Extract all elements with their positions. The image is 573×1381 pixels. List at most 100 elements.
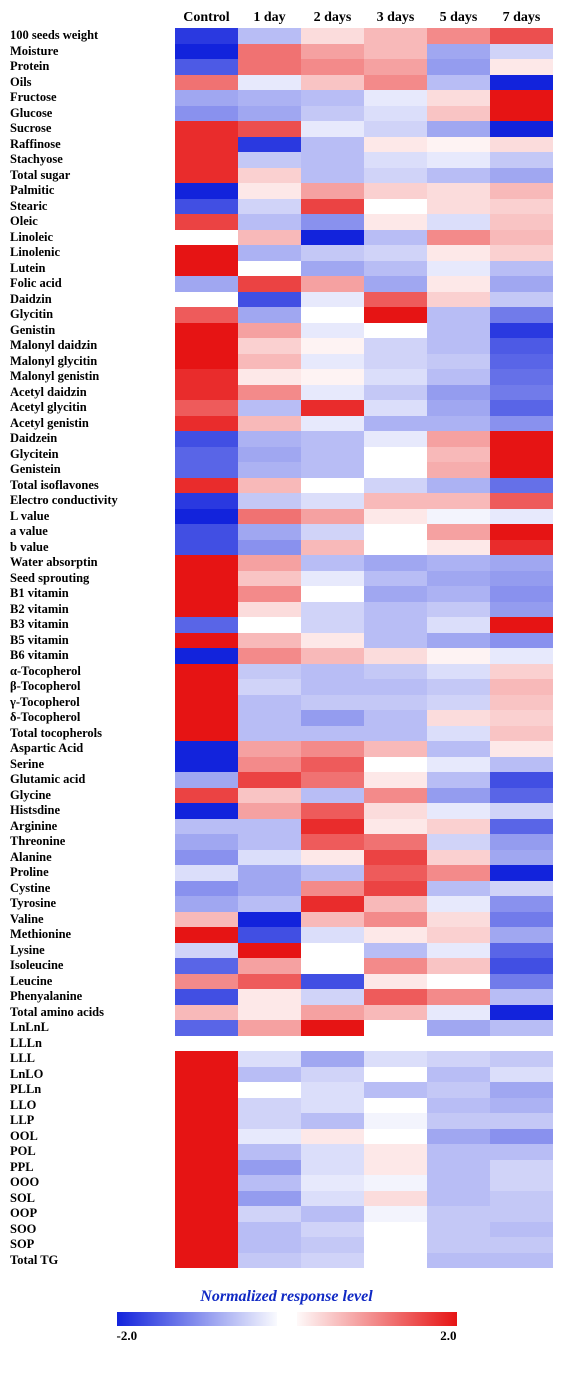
heatmap-cell (364, 276, 427, 292)
heatmap-cell (238, 695, 301, 711)
heatmap-cell (427, 354, 490, 370)
heatmap-cell (238, 1175, 301, 1191)
heatmap-row: LnLO (10, 1067, 563, 1083)
row-label: Arginine (10, 819, 175, 835)
heatmap-cell (364, 881, 427, 897)
heatmap-cell (175, 803, 238, 819)
heatmap-cell (364, 230, 427, 246)
row-label: Glucose (10, 106, 175, 122)
heatmap-cell (364, 1206, 427, 1222)
heatmap-cell (490, 369, 553, 385)
heatmap-cell (175, 168, 238, 184)
heatmap-cell (490, 431, 553, 447)
heatmap-cell (238, 478, 301, 494)
column-header: 1 day (238, 10, 301, 26)
heatmap-cell (364, 1144, 427, 1160)
heatmap-cell (301, 726, 364, 742)
heatmap-cell (301, 261, 364, 277)
heatmap-row: SOO (10, 1222, 563, 1238)
heatmap-cell (238, 369, 301, 385)
heatmap-cell (301, 59, 364, 75)
heatmap-cell (364, 354, 427, 370)
heatmap-cell (427, 679, 490, 695)
heatmap-row: Total amino acids (10, 1005, 563, 1021)
heatmap-row: Seed sprouting (10, 571, 563, 587)
heatmap-cell (175, 741, 238, 757)
heatmap-row: Lysine (10, 943, 563, 959)
heatmap-row: Stearic (10, 199, 563, 215)
heatmap-cell (364, 292, 427, 308)
heatmap-cell (490, 276, 553, 292)
row-label: Stearic (10, 199, 175, 215)
heatmap-cell (175, 59, 238, 75)
heatmap-row: L value (10, 509, 563, 525)
heatmap-cell (238, 741, 301, 757)
heatmap-cell (490, 1082, 553, 1098)
heatmap-row: Genistin (10, 323, 563, 339)
heatmap-cell (364, 75, 427, 91)
heatmap-cell (490, 307, 553, 323)
heatmap-cell (301, 1005, 364, 1021)
heatmap-cell (238, 819, 301, 835)
heatmap-cell (175, 230, 238, 246)
heatmap-row: LLL (10, 1051, 563, 1067)
heatmap-cell (301, 1175, 364, 1191)
heatmap-cell (238, 1206, 301, 1222)
heatmap-cell (175, 648, 238, 664)
heatmap-row: Glutamic acid (10, 772, 563, 788)
row-label: Threonine (10, 834, 175, 850)
heatmap-cell (364, 447, 427, 463)
heatmap-cell (427, 245, 490, 261)
heatmap-cell (364, 1113, 427, 1129)
heatmap-cell (301, 881, 364, 897)
heatmap-cell (301, 152, 364, 168)
heatmap-cell (427, 741, 490, 757)
heatmap-cell (364, 431, 427, 447)
heatmap-cell (490, 28, 553, 44)
heatmap-cell (427, 106, 490, 122)
heatmap-cell (364, 695, 427, 711)
header-row: Control1 day2 days3 days5 days7 days (10, 10, 563, 26)
heatmap-cell (301, 106, 364, 122)
heatmap-cell (175, 555, 238, 571)
heatmap-cell (364, 400, 427, 416)
heatmap-cell (427, 865, 490, 881)
heatmap-cell (175, 292, 238, 308)
heatmap-cell (301, 245, 364, 261)
heatmap-cell (364, 121, 427, 137)
heatmap-cell (301, 803, 364, 819)
heatmap-cell (238, 881, 301, 897)
heatmap-row: LLP (10, 1113, 563, 1129)
heatmap-cell (301, 44, 364, 60)
heatmap-cell (238, 121, 301, 137)
heatmap-cell (301, 431, 364, 447)
heatmap-row: Leucine (10, 974, 563, 990)
heatmap-cell (427, 1206, 490, 1222)
heatmap-cell (238, 912, 301, 928)
row-label: a value (10, 524, 175, 540)
heatmap-row: Acetyl daidzin (10, 385, 563, 401)
heatmap-cell (490, 896, 553, 912)
heatmap-cell (364, 788, 427, 804)
heatmap-cell (364, 1067, 427, 1083)
heatmap-cell (175, 1160, 238, 1176)
heatmap-cell (301, 927, 364, 943)
heatmap-cell (427, 1036, 490, 1052)
heatmap-cell (427, 462, 490, 478)
heatmap-cell (490, 803, 553, 819)
heatmap-cell (427, 44, 490, 60)
heatmap-cell (364, 307, 427, 323)
heatmap-cell (175, 1144, 238, 1160)
heatmap-cell (301, 214, 364, 230)
heatmap-cell (490, 447, 553, 463)
heatmap-cell (238, 772, 301, 788)
row-label: Cystine (10, 881, 175, 897)
heatmap-cell (238, 199, 301, 215)
heatmap-cell (175, 323, 238, 339)
heatmap-cell (364, 974, 427, 990)
heatmap-cell (301, 307, 364, 323)
heatmap-cell (175, 571, 238, 587)
heatmap-cell (427, 1222, 490, 1238)
heatmap-cell (238, 1191, 301, 1207)
heatmap-cell (490, 338, 553, 354)
